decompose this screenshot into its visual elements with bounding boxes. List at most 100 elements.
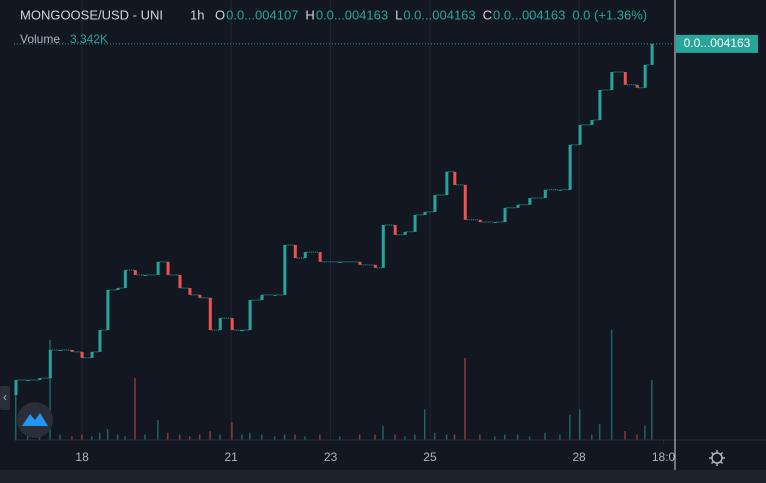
volume-bar [81,434,83,440]
candle-body [503,207,507,223]
candle-body [568,144,572,190]
volume-bar [98,432,101,440]
candle-body [38,378,42,380]
candle-body [26,379,30,381]
volume-bar [71,436,73,440]
volume-bar [453,434,456,440]
volume-value: 3.342K [70,32,108,46]
candle-body [403,231,407,235]
volume-bar [124,436,126,440]
grid [81,0,665,443]
candle-body [14,379,18,395]
candle-body [123,270,127,289]
volume-bar [598,423,601,440]
volume-bar [304,436,306,440]
interval: 1h [190,7,204,22]
ohlc-key: L [395,7,402,22]
symbol: MONGOOSE/USD - UNI [20,7,163,22]
candle-body [516,204,520,208]
volume-bar [414,434,416,440]
candle-body [381,225,385,268]
volume-bar [544,432,546,440]
bottom-bar [0,470,766,483]
ohlc-value: 0.0...004107 [226,7,298,22]
candle-body [463,184,467,220]
volume-bar [249,432,251,440]
candle-body [106,289,110,331]
volume-bar [260,434,263,440]
volume-bar [116,434,119,440]
ohlc-legend: O 0.0...004107 H 0.0...004163 L 0.0...004163 C… [215,7,647,22]
candle-body [48,349,52,379]
candle-layer [14,43,654,395]
candle-body [610,72,614,91]
candle-body [198,294,202,298]
ohlc-key: C [483,7,492,22]
volume-bar [528,436,531,440]
candle-body [133,270,137,275]
candle-body [156,261,160,275]
candle-body [413,214,417,232]
collapse-button[interactable] [0,386,10,410]
x-tick-label: 18 [75,450,89,464]
volume-bar [636,434,638,440]
last-price-label: 0.0...004163 [684,36,751,50]
candle-body [393,225,397,235]
candle-body [423,211,427,215]
volume-bar [157,420,159,440]
candle-body [558,189,562,191]
volume-bar [319,434,321,440]
volume-bar [144,434,146,440]
candle-body [90,351,94,358]
candle-body [528,198,532,205]
volume-bar [167,432,169,440]
settings-icon-rays [709,450,725,466]
candle-body [478,219,482,223]
volume-bar [590,434,593,440]
x-tick-label: 21 [225,450,239,464]
candle-body [433,195,437,212]
candle-body [453,171,457,185]
volume-bar [339,436,341,440]
candle-body [98,330,102,352]
volume-bar [178,434,181,440]
candle-body [623,72,627,85]
ohlc-key: O [215,7,225,22]
change: 0.0 (+1.36%) [572,7,647,22]
volume-bar [579,409,581,440]
logo-icon [22,413,48,426]
candle-body [260,294,264,301]
volume-bar [569,414,571,440]
ohlc-value: 0.0...004163 [316,7,388,22]
volume-bar [198,434,201,440]
volume-bar [134,377,136,440]
volume-bar [38,436,41,440]
volume-bar [404,436,406,440]
candle-body [143,274,147,276]
candle-body [358,261,362,265]
candle-body [208,297,212,331]
volume-bar [504,434,506,440]
volume-bar [651,379,653,440]
volume-bar [241,434,243,440]
candle-body [318,252,322,262]
x-tick-label: 25 [423,450,437,464]
ohlc-key: H [305,7,314,22]
volume-bar [14,384,17,440]
candle-body [373,264,377,268]
candle-body [578,124,582,145]
candle-body [116,288,120,290]
candle-body [80,351,84,358]
volume-name: Volume [20,32,60,46]
volume-bar [644,425,646,440]
volume-bar [394,434,396,440]
x-tick-label: 18:0 [652,450,676,464]
volume-bar [91,436,93,440]
last-price-box [676,34,758,53]
x-tick-label: 28 [572,450,586,464]
ohlc-value: 0.0...004163 [493,7,565,22]
candle-body [283,244,287,295]
volume-bar [273,436,276,440]
candle-body [635,84,639,88]
volume-bar [294,434,296,440]
